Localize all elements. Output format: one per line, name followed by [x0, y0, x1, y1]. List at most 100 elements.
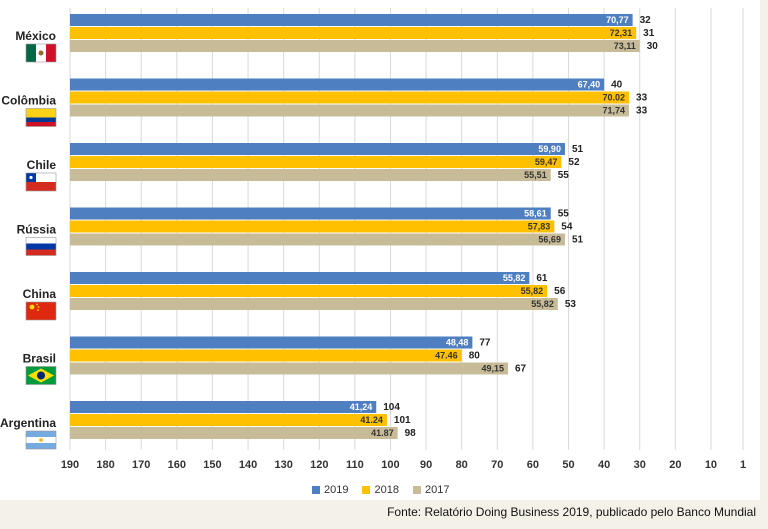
bar-score-chile-2019: 59,90 [538, 144, 561, 154]
flag-china-icon-star-small [36, 303, 38, 306]
flag-russia-icon-border [25, 237, 57, 256]
flag-chile-icon-border [25, 172, 57, 192]
flag-russia-icon-part [26, 237, 56, 244]
flag-russia-icon-part [26, 243, 56, 250]
flag-chile-icon [25, 172, 57, 192]
bar-mexico-2018 [70, 27, 637, 39]
x-tick-label-140: 140 [239, 459, 257, 471]
legend-label-2018: 2018 [374, 484, 399, 496]
bar-brazil-2018 [70, 349, 462, 362]
bar-rank-china-2019: 61 [536, 273, 548, 284]
flag-mexico-icon-part [46, 44, 56, 62]
x-tick-label-160: 160 [168, 459, 186, 471]
flag-mexico-icon [25, 43, 57, 63]
bar-score-chile-2018: 59,47 [535, 157, 558, 167]
x-tick-label-190: 190 [61, 459, 79, 471]
flag-argentina-icon-part [26, 443, 56, 449]
bar-score-argentina-2019: 41,24 [350, 402, 373, 412]
bar-russia-2018 [70, 220, 555, 233]
country-label-brazil: Brasil [23, 352, 56, 366]
x-tick-label-150: 150 [203, 459, 221, 471]
bar-mexico-2019 [70, 14, 633, 26]
bar-colombia-2019 [70, 78, 605, 91]
bar-rank-argentina-2019: 104 [383, 402, 400, 413]
country-label-colombia: Colômbia [1, 94, 56, 108]
bar-rank-colombia-2019: 40 [611, 80, 623, 91]
bar-score-argentina-2018: 41.24 [360, 415, 383, 425]
bar-score-mexico-2017: 73,11 [614, 41, 636, 51]
bar-chile-2017 [70, 169, 551, 181]
flag-china-icon [25, 301, 57, 321]
source-note: Fonte: Relatório Doing Business 2019, pu… [387, 505, 756, 519]
x-tick-label-180: 180 [96, 459, 114, 471]
flag-china-icon-star-small [37, 306, 40, 308]
bar-rank-russia-2019: 55 [558, 209, 570, 220]
flag-colombia-icon-part [26, 108, 56, 118]
bar-score-china-2019: 55,82 [503, 273, 526, 283]
bar-chart: 190 180 170 160 150 140 130 120 110 100 90 80 70 60 50… [0, 8, 746, 471]
legend-swatch-2019 [312, 486, 320, 494]
bar-russia-2019 [70, 207, 551, 220]
legend-label-2017: 2017 [424, 484, 450, 496]
legend-item-2019: 2019 [312, 484, 348, 496]
bar-rank-colombia-2018: 33 [636, 93, 648, 104]
flag-colombia-icon-part [26, 117, 56, 122]
bar-rank-mexico-2017: 30 [647, 41, 659, 52]
bar-score-china-2017: 55,82 [531, 299, 554, 309]
flag-china-icon-part [26, 302, 56, 320]
flag-russia-icon-part [26, 249, 56, 256]
x-tick-label-90: 90 [420, 459, 432, 471]
legend-item-2018: 2018 [362, 484, 399, 496]
bar-score-brazil-2019: 48,48 [446, 338, 469, 348]
x-tick-label-100: 100 [381, 459, 399, 471]
bar-score-russia-2019: 58,61 [524, 209, 547, 219]
chart-panel: 190 180 170 160 150 140 130 120 110 100 90 80 70 60 50… [0, 0, 760, 500]
flag-mexico-icon-emblem [38, 50, 44, 56]
x-tick-label-80: 80 [456, 459, 468, 471]
flag-brazil-icon [25, 366, 57, 385]
legend-swatch-2018 [362, 486, 371, 494]
bar-brazil-2017 [70, 362, 508, 375]
bar-score-mexico-2018: 72,31 [610, 28, 633, 38]
flag-argentina-icon [25, 430, 57, 450]
flag-chile-icon-part [26, 173, 56, 182]
bar-china-2017 [70, 298, 558, 310]
bar-colombia-2017 [70, 104, 630, 117]
x-tick-label-50: 50 [562, 459, 574, 471]
flag-colombia-icon [25, 108, 57, 127]
bar-score-colombia-2017: 71,74 [603, 106, 626, 116]
bar-score-brazil-2018: 47.46 [435, 351, 458, 361]
legend-swatch-2017 [412, 486, 421, 494]
bar-colombia-2018 [70, 91, 630, 104]
bar-rank-chile-2018: 52 [568, 157, 580, 168]
bar-score-brazil-2017: 49,15 [481, 364, 504, 374]
bar-rank-brazil-2019: 77 [479, 338, 491, 349]
bar-rank-brazil-2017: 67 [515, 364, 527, 375]
bar-rank-argentina-2018: 101 [394, 415, 411, 426]
bar-rank-brazil-2018: 80 [469, 351, 481, 362]
flag-china-icon-star [29, 304, 35, 310]
bar-china-2018 [70, 285, 548, 297]
country-label-china: China [23, 287, 57, 301]
bar-chile-2019 [70, 143, 565, 155]
country-label-russia: Rússia [17, 223, 57, 237]
bar-mexico-2017 [70, 40, 640, 52]
flag-russia-icon [25, 237, 57, 256]
flag-mexico-icon-part [26, 44, 36, 62]
flag-mexico-icon-border [25, 43, 57, 63]
bar-argentina-2018 [70, 414, 387, 426]
x-tick-label-10: 10 [705, 459, 717, 471]
x-tick-label-1: 1 [740, 459, 746, 471]
bar-score-chile-2017: 55,51 [524, 170, 547, 180]
x-tick-label-40: 40 [598, 459, 610, 471]
flag-colombia-icon-border [25, 108, 57, 127]
flag-china-icon-star-small [37, 309, 39, 311]
x-tick-label-30: 30 [634, 459, 646, 471]
bar-rank-chile-2019: 51 [572, 144, 584, 155]
flag-chile-icon-part [26, 182, 56, 191]
bar-rank-mexico-2018: 31 [643, 28, 655, 39]
bar-rank-chile-2017: 55 [558, 170, 570, 181]
bar-rank-russia-2018: 54 [561, 222, 573, 233]
bar-score-russia-2017: 56,69 [538, 235, 561, 245]
flag-argentina-icon-part [26, 431, 56, 437]
